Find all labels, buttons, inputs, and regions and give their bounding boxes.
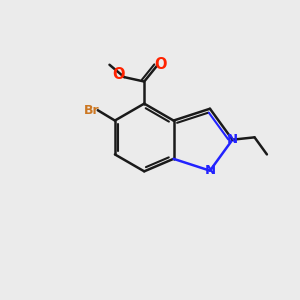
Text: Br: Br: [83, 104, 99, 117]
Text: O: O: [154, 57, 167, 72]
Text: N: N: [204, 164, 215, 177]
Text: N: N: [227, 133, 238, 146]
Text: O: O: [112, 67, 124, 82]
